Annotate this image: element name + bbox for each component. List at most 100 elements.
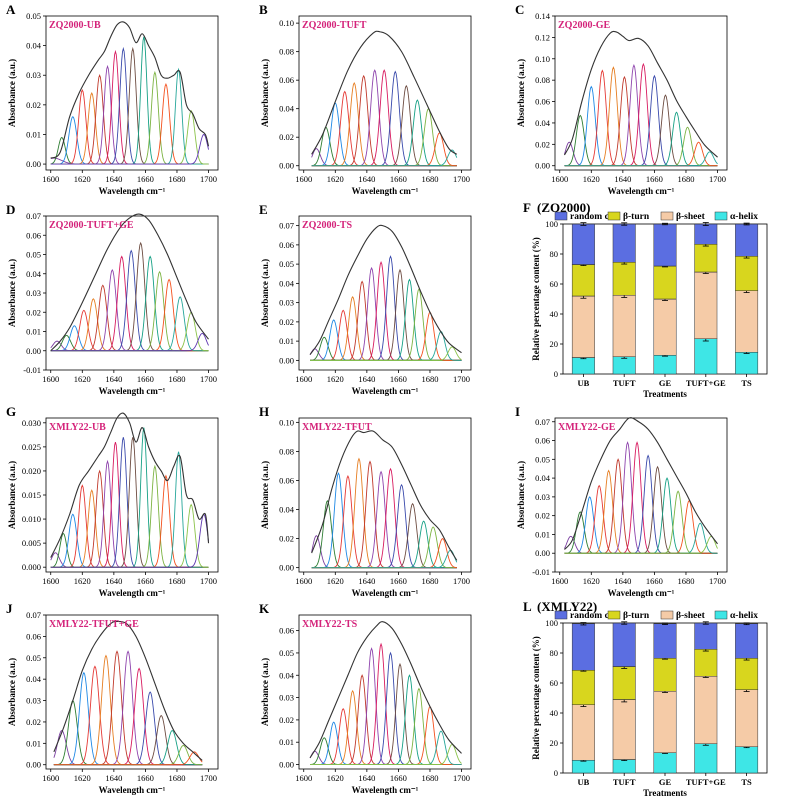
x-tick-label: 1680	[168, 174, 185, 184]
y-axis-label: Absorbance (a.u.)	[7, 658, 17, 726]
x-tick-label: 1660	[390, 374, 407, 384]
y-tick-label: 0.02	[279, 534, 294, 544]
panel-title: ZQ2000-TUFT+GE	[49, 220, 134, 231]
panel-g: 1600 1620 1640 1660 1680 1700 0.000 0.005 0.010 0…	[4, 404, 266, 602]
panel-title: XMLY22-TFUT+GE	[49, 619, 139, 630]
x-tick-label: 1680	[677, 174, 694, 184]
x-tick-label: 1700	[709, 174, 726, 184]
x-tick-label: 1700	[453, 174, 470, 184]
x-axis-label: Wavelength cm⁻¹	[608, 186, 675, 196]
panel-letter: L	[523, 599, 532, 614]
chart-svg: 1600 1620 1640 1660 1680 1700 -0.01 0.00 0.01 0.0…	[515, 404, 728, 598]
peak-curve	[53, 699, 203, 766]
x-tick-label: 1600	[42, 174, 59, 184]
chart-svg: 1600 1620 1640 1660 1680 1700 0.00 0.01 0.02 0.03…	[259, 202, 472, 396]
bar-segment	[612, 759, 636, 774]
bar-segment	[612, 622, 636, 667]
legend-label: β-turn	[623, 212, 650, 222]
legend-label: α-helix	[730, 212, 758, 222]
y-tick-label: 0.06	[279, 626, 294, 636]
peak-curve	[311, 132, 457, 167]
bar-segment	[735, 746, 759, 774]
bar-segment	[694, 244, 718, 273]
x-tick-label: 1620	[74, 374, 91, 384]
y-axis-label: Absorbance (a.u.)	[516, 461, 526, 529]
peak-curve	[310, 278, 462, 361]
y-tick-label: 80	[550, 249, 559, 259]
y-tick-label: 0.02	[26, 307, 41, 317]
y-tick-label: 0.03	[279, 693, 294, 703]
y-axis-label: Absorbance (a.u.)	[7, 59, 17, 127]
legend-swatch	[660, 610, 674, 620]
x-tick-label: 1600	[551, 576, 568, 586]
x-tick-label: 1700	[453, 773, 470, 783]
bar-segment	[694, 743, 718, 774]
y-tick-label: 0.04	[535, 473, 551, 483]
y-tick-label: 0.02	[279, 132, 294, 142]
panel-title: XMLY22-TS	[302, 619, 358, 630]
y-tick-label: 40	[550, 708, 559, 718]
envelope-curve	[311, 430, 458, 561]
plot-frame	[298, 215, 472, 371]
bar-segment	[612, 699, 636, 760]
envelope-curve	[309, 224, 462, 355]
bar-segment	[653, 658, 677, 692]
x-tick-label: 1620	[74, 576, 91, 586]
y-tick-label: 0.08	[279, 446, 294, 456]
y-tick-label: 0.00	[279, 161, 294, 171]
peak-curve	[50, 309, 209, 352]
x-axis-label: Treatments	[643, 788, 687, 798]
panel-letter: I	[515, 404, 520, 419]
x-tick-label: 1640	[105, 773, 122, 783]
panel-title: XMLY22-TFUT	[302, 422, 372, 433]
x-tick-label: 1600	[295, 773, 312, 783]
bar-segment	[653, 623, 677, 659]
x-tick-label: 1700	[709, 576, 726, 586]
bar-segment	[571, 264, 595, 297]
panel-letter: E	[259, 202, 268, 217]
x-tick-label: 1620	[327, 374, 344, 384]
x-tick-label: 1700	[200, 374, 217, 384]
envelope-curve	[311, 30, 458, 155]
y-tick-label: 0.07	[26, 211, 41, 221]
y-tick-label: 0.01	[26, 327, 41, 337]
y-axis-label: Absorbance (a.u.)	[7, 461, 17, 529]
fitted-peaks	[311, 457, 458, 569]
panel-j: 1600 1620 1640 1660 1680 1700 0.00 0.01 0.02 0.03…	[4, 601, 266, 799]
y-tick-label: -0.01	[23, 365, 41, 375]
y-tick-label: 0.06	[535, 97, 550, 107]
x-tick-label: GE	[659, 777, 672, 787]
envelope-curve	[53, 620, 203, 761]
peak-curve	[50, 46, 209, 165]
y-tick-label: 0.06	[279, 475, 294, 485]
x-tick-label: 1660	[390, 576, 407, 586]
panel-e: 1600 1620 1640 1660 1680 1700 0.00 0.01 0.02 0.03…	[257, 202, 519, 400]
peak-curve	[311, 472, 457, 569]
envelope-curve	[564, 417, 718, 550]
chart-svg: 1600 1620 1640 1660 1680 1700 0.00 0.02 0.04 0.06…	[259, 2, 472, 196]
y-tick-label: 0.06	[26, 230, 41, 240]
peak-curve	[311, 549, 458, 569]
bar-segment	[571, 295, 595, 358]
envelope-curve	[563, 30, 718, 158]
panel-letter: F	[523, 200, 531, 215]
y-tick-label: 0.00	[279, 563, 294, 573]
chart-svg: 1600 1620 1640 1660 1680 1700 0.00 0.02 0.04 0.06…	[515, 2, 728, 196]
x-tick-label: 1660	[137, 174, 154, 184]
y-tick-label: -0.01	[532, 567, 550, 577]
y-axis-label: Absorbance (a.u.)	[260, 461, 270, 529]
legend-swatch	[714, 610, 728, 620]
y-tick-label: 0.03	[26, 696, 41, 706]
x-tick-label: 1600	[295, 374, 312, 384]
x-tick-label: TUFT+GE	[686, 378, 726, 388]
y-tick-label: 0.08	[535, 75, 550, 85]
panel-letter: D	[6, 202, 15, 217]
bar-segment	[612, 262, 636, 296]
fitted-peaks	[564, 441, 718, 554]
y-tick-label: 0.01	[26, 738, 41, 748]
x-tick-label: 1660	[390, 773, 407, 783]
y-tick-label: 0.08	[279, 47, 294, 57]
y-axis-label: Absorbance (a.u.)	[516, 59, 526, 127]
peak-curve	[310, 743, 462, 765]
x-axis-label: Wavelength cm⁻¹	[99, 186, 166, 196]
